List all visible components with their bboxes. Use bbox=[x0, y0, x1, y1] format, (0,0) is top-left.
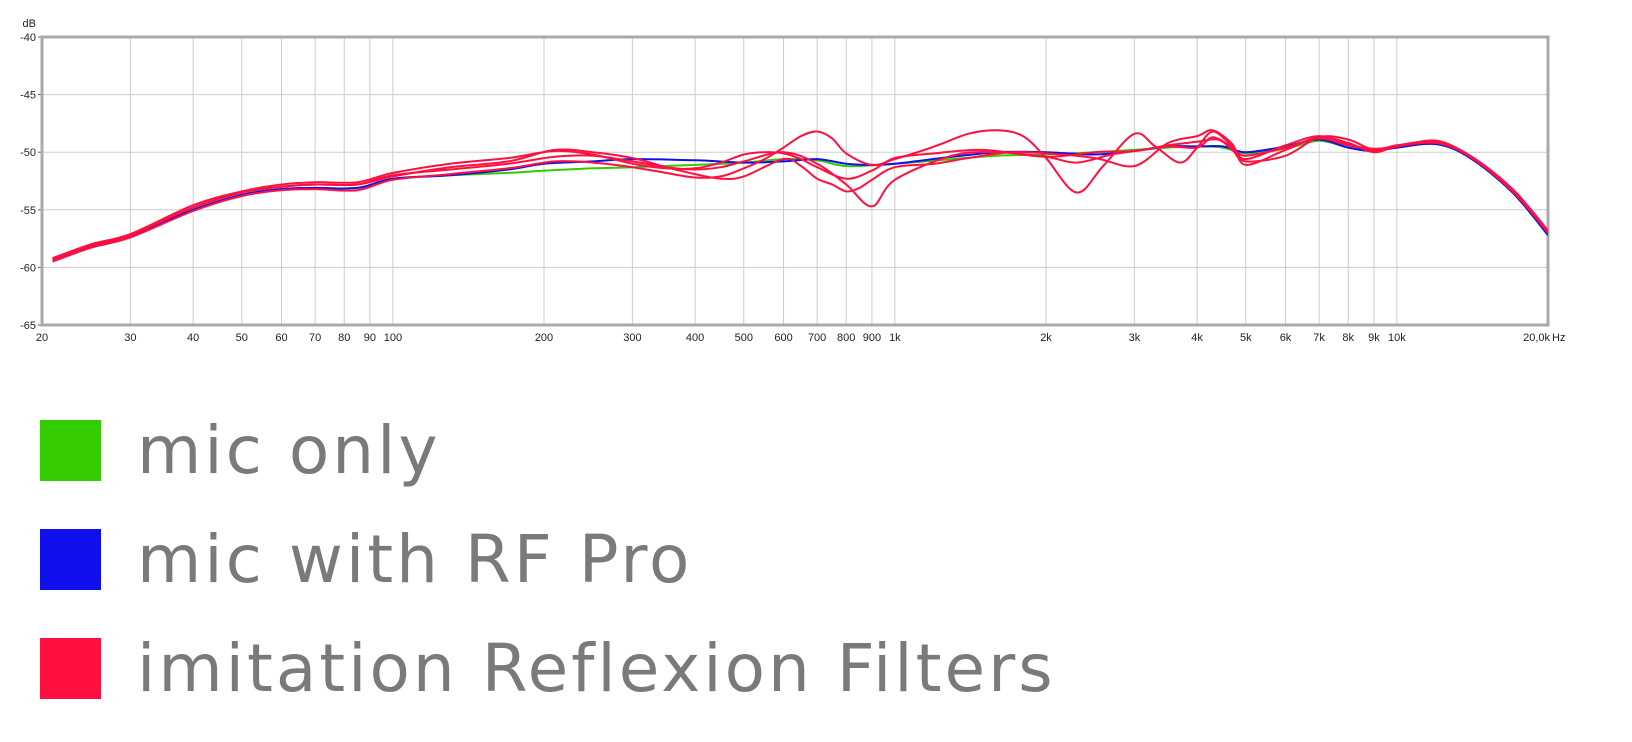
plot-frame bbox=[40, 35, 1550, 327]
x-tick-label: 1k bbox=[889, 332, 901, 344]
y-tick-label: -65 bbox=[20, 320, 36, 332]
x-tick-label: 30 bbox=[124, 332, 136, 344]
legend-label: mic with RF Pro bbox=[137, 520, 693, 598]
x-tick-label: 600 bbox=[774, 332, 792, 344]
x-tick-label: 4k bbox=[1191, 332, 1203, 344]
x-tick-label: 70 bbox=[309, 332, 321, 344]
y-tick-label: -45 bbox=[20, 90, 36, 102]
x-tick-label: 80 bbox=[338, 332, 350, 344]
legend-label: imitation Reflexion Filters bbox=[137, 629, 1056, 707]
x-tick-label: 50 bbox=[236, 332, 248, 344]
series-line-5 bbox=[52, 129, 1548, 261]
y-tick-label: -40 bbox=[20, 32, 36, 44]
plot-area bbox=[42, 37, 1548, 325]
x-tick-label: 5k bbox=[1240, 332, 1252, 344]
y-tick-label: -60 bbox=[20, 262, 36, 274]
frequency-response-chart: 20 30 40 50 60 70 80 90 100 200 300 400 500 600 700 800… bbox=[20, 18, 1565, 344]
legend-swatch-green bbox=[40, 420, 101, 481]
legend-item-imitation-reflexion-filters: imitation Reflexion Filters bbox=[40, 614, 1056, 723]
x-tick-label: 500 bbox=[735, 332, 753, 344]
x-tick-label: 800 bbox=[837, 332, 855, 344]
x-tick-label: 3k bbox=[1129, 332, 1141, 344]
x-tick-label: 400 bbox=[686, 332, 704, 344]
legend-swatch-red bbox=[40, 638, 101, 699]
x-axis-unit-label: Hz bbox=[1552, 332, 1565, 344]
x-tick-label: 90 bbox=[364, 332, 376, 344]
x-tick-label: 10k bbox=[1388, 332, 1406, 344]
x-tick-label: 9k bbox=[1368, 332, 1380, 344]
x-tick-label: 20 bbox=[36, 332, 48, 344]
x-tick-label: 200 bbox=[535, 332, 553, 344]
x-tick-label: 8k bbox=[1342, 332, 1354, 344]
y-tick-label: -55 bbox=[20, 205, 36, 217]
x-tick-label: 6k bbox=[1280, 332, 1292, 344]
legend-label: mic only bbox=[137, 411, 441, 489]
series-line-4 bbox=[52, 129, 1548, 263]
x-tick-label: 100 bbox=[384, 332, 402, 344]
y-tick-label: -50 bbox=[20, 147, 36, 159]
x-tick-label: 40 bbox=[187, 332, 199, 344]
x-tick-label: 20,0k bbox=[1523, 332, 1550, 344]
y-axis-label: dB bbox=[23, 18, 36, 30]
x-tick-label: 2k bbox=[1040, 332, 1052, 344]
x-tick-label: 900 bbox=[863, 332, 881, 344]
legend-item-mic-only: mic only bbox=[40, 396, 1056, 505]
legend-swatch-blue bbox=[40, 529, 101, 590]
x-tick-label: 300 bbox=[623, 332, 641, 344]
x-tick-label: 7k bbox=[1313, 332, 1325, 344]
series-line-6 bbox=[52, 135, 1548, 260]
legend-item-mic-with-rf-pro: mic with RF Pro bbox=[40, 505, 1056, 614]
x-tick-label: 60 bbox=[275, 332, 287, 344]
x-tick-label: 700 bbox=[808, 332, 826, 344]
legend: mic only mic with RF Pro imitation Refle… bbox=[40, 396, 1056, 723]
